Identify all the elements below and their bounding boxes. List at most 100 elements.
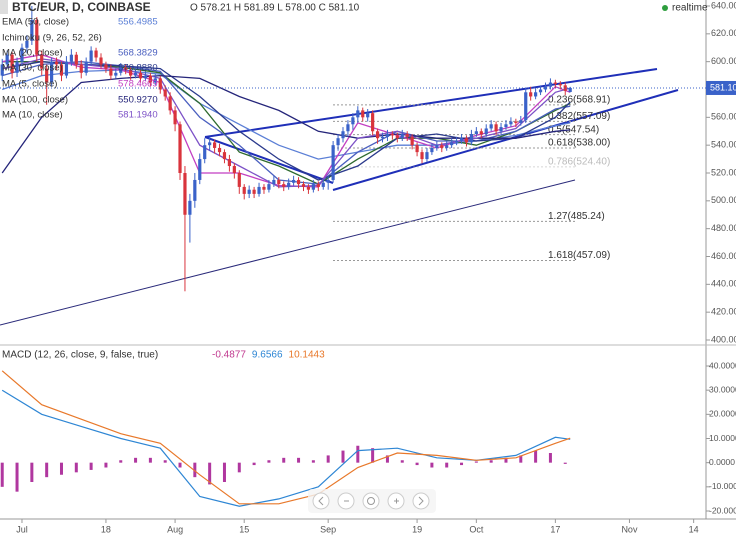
candle-body (534, 92, 538, 97)
candle-body (499, 127, 503, 132)
y-tick-label: 420.00 (711, 307, 736, 317)
macd-histogram-bar (267, 460, 271, 463)
macd-reading: 9.6566 (252, 350, 283, 361)
candle-body (385, 134, 390, 137)
status-dot (662, 5, 668, 11)
candle-body (183, 173, 187, 215)
candle-body (163, 89, 167, 97)
macd-histogram-bar (356, 445, 360, 463)
candle-body (301, 184, 306, 187)
reset-button[interactable] (362, 492, 380, 510)
y-tick-label: 520.00 (711, 167, 736, 177)
candle-body (99, 57, 103, 65)
macd-histogram-bar (489, 460, 493, 463)
candle-body (114, 72, 118, 76)
candle-body (454, 140, 459, 143)
candle-body (538, 89, 543, 93)
candle-body (529, 92, 533, 97)
candle-body (0, 64, 4, 76)
candle-body (208, 142, 212, 146)
x-tick-label: 14 (689, 524, 699, 534)
marks: 0.236(568.91) 0.382(557.09) 0.5(547.54) 0.6… (0, 5, 710, 523)
macd-histogram-bar (45, 462, 49, 478)
candle-body (267, 184, 271, 190)
candle-body (464, 138, 469, 143)
candle-body (514, 121, 518, 123)
candle-body (306, 186, 311, 190)
candle-body (326, 179, 330, 183)
fib-label: 0.618(538.00) (548, 138, 610, 149)
candle-body (188, 200, 192, 215)
y-tick-label: 400.00 (711, 334, 736, 344)
macd-histogram-bar (460, 462, 464, 466)
x-tick-label: 18 (101, 524, 111, 534)
candle-body (450, 142, 454, 146)
x-tick-label: 17 (550, 524, 560, 534)
macd-histogram-bar (519, 455, 523, 463)
y-tick-label: 0.0000 (709, 457, 735, 467)
y-tick-label: 500.00 (711, 195, 736, 205)
y-tick-label: 480.00 (711, 223, 736, 233)
candle-body (50, 61, 54, 83)
candle-body (35, 19, 39, 55)
candle-body (425, 152, 429, 160)
candle-body (400, 134, 404, 139)
chart-title: BTC/EUR, D, COINBASE (12, 0, 151, 14)
macd-histogram-bar (326, 455, 330, 463)
candle-body (405, 134, 409, 137)
scroll-left-button[interactable] (312, 492, 330, 510)
x-tick-label: 19 (412, 524, 422, 534)
y-tick-label: 600.00 (711, 56, 736, 66)
candle-body (54, 61, 59, 65)
candle-body (20, 47, 24, 62)
fib-label: 0.786(524.40) (548, 157, 610, 168)
candle-body (341, 131, 345, 139)
macd-histogram-bar (163, 460, 167, 463)
macd-reading: 10.1443 (289, 350, 326, 361)
macd-line (1, 370, 571, 505)
x-tick-label: Aug (167, 524, 183, 534)
macd-histogram-bar (134, 457, 138, 463)
y-tick-label: 460.00 (711, 251, 736, 261)
candle-body (311, 184, 315, 190)
x-tick-label: Nov (621, 524, 638, 534)
candle-body (222, 152, 227, 160)
y-tick-label: 40.0000 (709, 360, 736, 370)
legend-value: 570.8880 (118, 63, 158, 74)
trend-line (332, 89, 679, 191)
macd-histogram-bar (119, 460, 123, 463)
macd-histogram-bar (237, 462, 241, 473)
candle-body (282, 184, 286, 187)
macd-histogram-bar (222, 462, 226, 482)
candle-body (30, 19, 34, 41)
candle-body (292, 179, 296, 183)
candle-body (479, 131, 483, 135)
candle-body (524, 92, 528, 121)
toolbar-glyphs (318, 496, 424, 506)
y-tick-label: 560.00 (711, 112, 736, 122)
zoom-toolbar (308, 489, 436, 513)
candle-body (45, 68, 49, 83)
candle-body (390, 134, 394, 136)
candle-body (563, 85, 567, 91)
macd-histogram-bar (104, 462, 108, 468)
candle-body (474, 131, 478, 135)
candle-body (356, 110, 360, 118)
reset-glyph (367, 497, 375, 505)
candle-body (64, 61, 69, 76)
candle-body (227, 159, 232, 167)
candle-body (168, 96, 172, 111)
candle-body (69, 54, 73, 62)
macd-histogram-bar (445, 462, 449, 468)
status: realtime (672, 3, 708, 14)
macd-histogram-bar (208, 462, 212, 485)
macd-histogram-bar (282, 457, 286, 463)
candle-body (440, 145, 444, 148)
scroll-right-button[interactable] (412, 492, 430, 510)
trend-line (0, 179, 576, 326)
candle-body (361, 110, 365, 118)
indicator-line (1, 74, 571, 174)
